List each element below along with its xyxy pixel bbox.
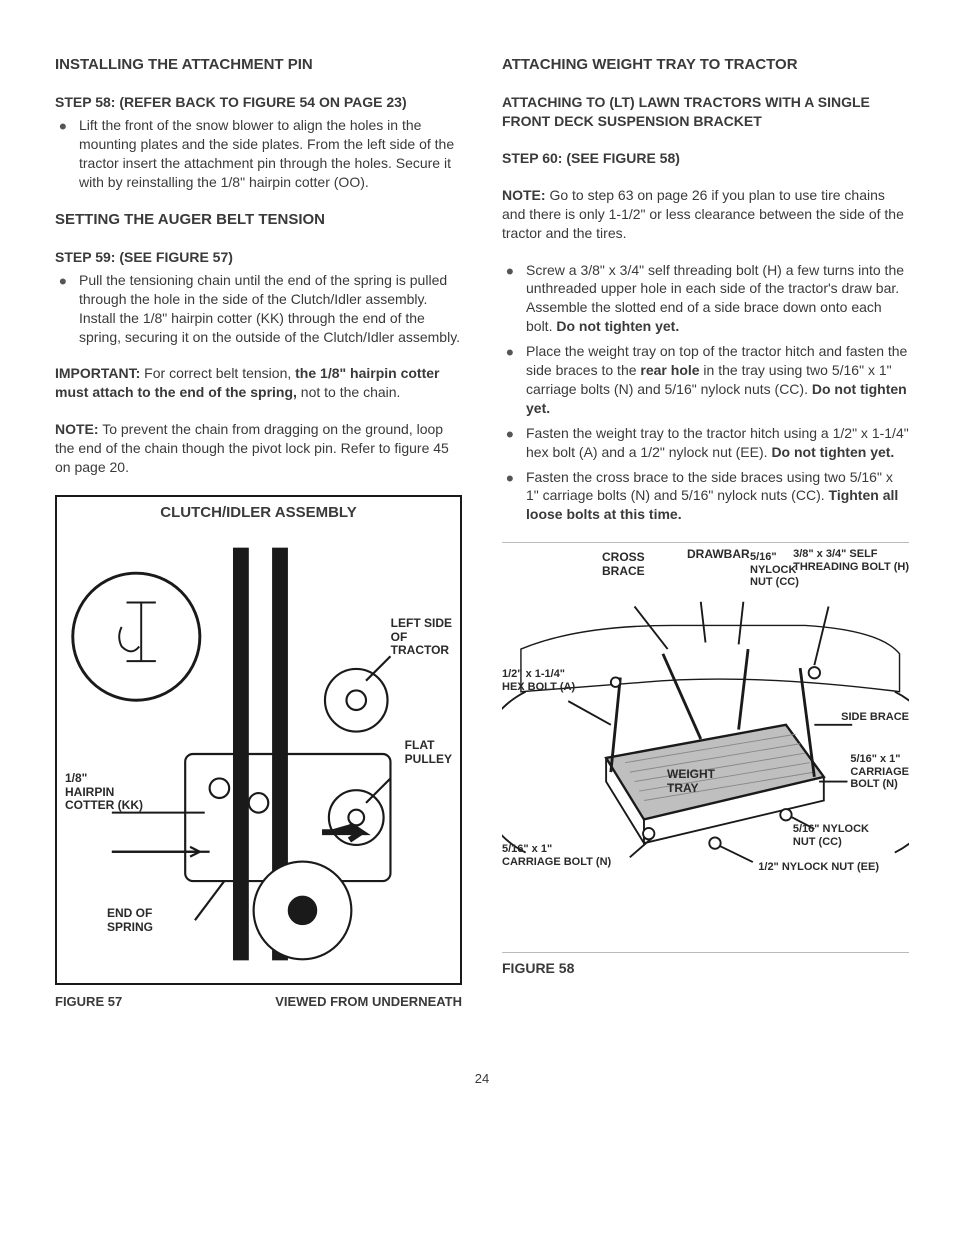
b3-bold: Do not tighten yet. [771, 444, 894, 460]
step58-heading: STEP 58: (REFER BACK TO FIGURE 54 ON PAG… [55, 93, 462, 112]
label-weight-tray: WEIGHT TRAY [667, 768, 715, 796]
figure-58-box: DRAWBAR CROSS BRACE 5/16" NYLOCK NUT (CC… [502, 542, 909, 942]
note-text-r: Go to step 63 on page 26 if you plan to … [502, 187, 904, 241]
step60-note: NOTE: Go to step 63 on page 26 if you pl… [502, 186, 909, 243]
step60-bullet-4: Fasten the cross brace to the side brace… [502, 468, 909, 525]
step60-bullet-2: Place the weight tray on top of the trac… [502, 342, 909, 418]
figure-57-title: CLUTCH/IDLER ASSEMBLY [63, 503, 454, 523]
label-cross-brace: CROSS BRACE [602, 551, 645, 579]
label-self-thread: 3/8" x 3/4" SELF THREADING BOLT (H) [793, 548, 909, 573]
step60-bullet-3: Fasten the weight tray to the tractor hi… [502, 424, 909, 462]
label-hex-bolt: 1/2" x 1-1/4" HEX BOLT (A) [502, 668, 575, 693]
figure-57-caption-left: FIGURE 57 [55, 993, 122, 1011]
step59-heading: STEP 59: (SEE FIGURE 57) [55, 248, 462, 267]
page-number: 24 [55, 1070, 909, 1088]
chain-note: NOTE: To prevent the chain from dragging… [55, 420, 462, 477]
label-carriage-r: 5/16" x 1" CARRIAGE BOLT (N) [850, 753, 909, 791]
heading-auger-tension: SETTING THE AUGER BELT TENSION [55, 210, 462, 230]
figure-58-caption: FIGURE 58 [502, 952, 909, 978]
important-tail: not to the chain. [297, 384, 401, 400]
note-text: To prevent the chain from dragging on th… [55, 421, 449, 475]
label-nylock-12: 1/2" NYLOCK NUT (EE) [758, 861, 879, 874]
important-text: For correct belt tension, [140, 365, 295, 381]
important-label: IMPORTANT: [55, 365, 140, 381]
right-column: ATTACHING WEIGHT TRAY TO TRACTOR ATTACHI… [502, 55, 909, 1010]
label-nylock-516b: 5/16" NYLOCK NUT (CC) [793, 823, 869, 848]
figure-57-caption-right: VIEWED FROM UNDERNEATH [275, 993, 462, 1011]
figure-57-box: CLUTCH/IDLER ASSEMBLY [55, 495, 462, 985]
heading-weight-tray: ATTACHING WEIGHT TRAY TO TRACTOR [502, 55, 909, 75]
label-end-spring: END OF SPRING [107, 907, 153, 935]
note-label-r: NOTE: [502, 187, 546, 203]
figure-57-caption-row: FIGURE 57 VIEWED FROM UNDERNEATH [55, 993, 462, 1011]
label-flat-pulley: FLAT PULLEY [405, 739, 452, 767]
label-hairpin: 1/8" HAIRPIN COTTER (KK) [65, 772, 143, 813]
label-nylock-516: 5/16" NYLOCK NUT (CC) [750, 551, 799, 589]
step60-heading: STEP 60: (SEE FIGURE 58) [502, 149, 909, 168]
subhead-lt-tractors: ATTACHING TO (LT) LAWN TRACTORS WITH A S… [502, 93, 909, 131]
step59-list: Pull the tensioning chain until the end … [55, 271, 462, 347]
step60-list: Screw a 3/8" x 3/4" self threading bolt … [502, 261, 909, 525]
label-carriage-l: 5/16" x 1" CARRIAGE BOLT (N) [502, 843, 611, 868]
label-drawbar: DRAWBAR [687, 548, 750, 562]
b2-bold1: rear hole [640, 362, 699, 378]
step60-bullet-1: Screw a 3/8" x 3/4" self threading bolt … [502, 261, 909, 337]
label-side-brace: SIDE BRACE [841, 711, 909, 724]
note-label: NOTE: [55, 421, 99, 437]
step59-bullet: Pull the tensioning chain until the end … [55, 271, 462, 347]
b1-bold: Do not tighten yet. [556, 318, 679, 334]
important-note: IMPORTANT: For correct belt tension, the… [55, 364, 462, 402]
label-left-side: LEFT SIDE OF TRACTOR [391, 617, 452, 658]
step58-bullet: Lift the front of the snow blower to ali… [55, 116, 462, 192]
step58-list: Lift the front of the snow blower to ali… [55, 116, 462, 192]
heading-install-pin: INSTALLING THE ATTACHMENT PIN [55, 55, 462, 75]
left-column: INSTALLING THE ATTACHMENT PIN STEP 58: (… [55, 55, 462, 1010]
manual-page: INSTALLING THE ATTACHMENT PIN STEP 58: (… [55, 55, 909, 1010]
